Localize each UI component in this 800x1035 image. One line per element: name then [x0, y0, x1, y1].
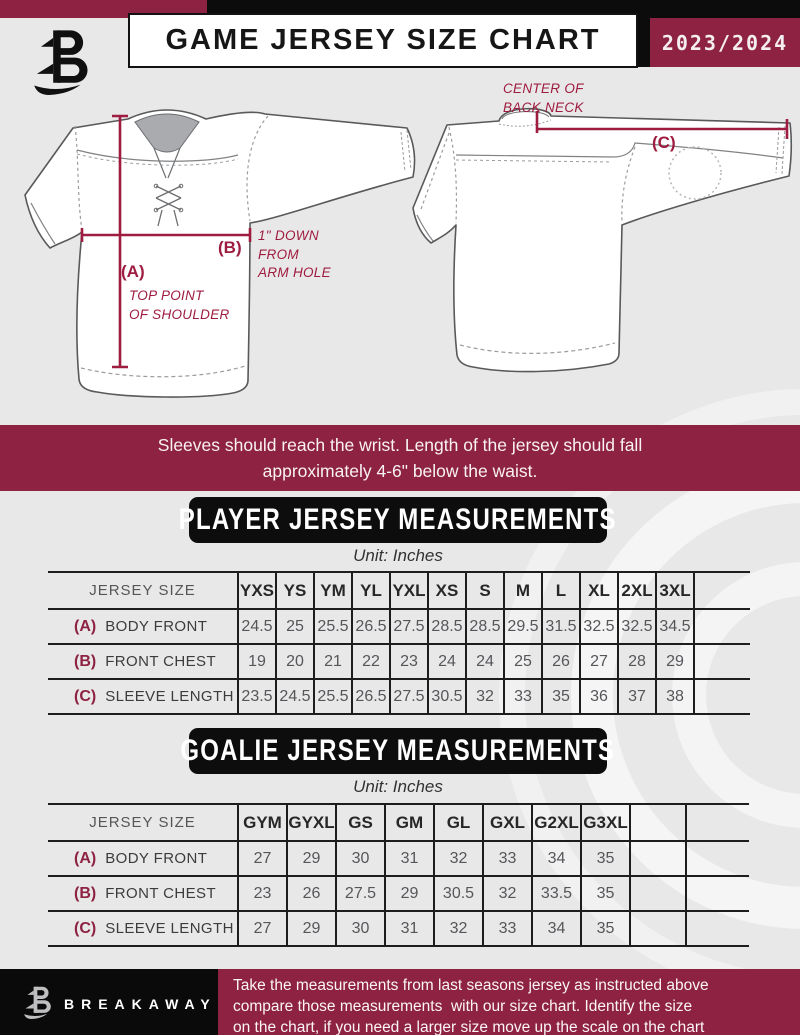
- player-size-col: YL: [360, 580, 382, 600]
- front-collar-inner: [134, 113, 200, 153]
- measure-line-b: [80, 228, 252, 242]
- player-size-col: YXS: [239, 580, 275, 600]
- footer-brand-name: BREAKAWAY: [64, 996, 217, 1012]
- footer-line: Take the measurements from last seasons …: [233, 977, 709, 994]
- goalie-section-title: GOALIE JERSEY MEASUREMENTS: [180, 734, 616, 767]
- goalie-row-sleeve-length: (C) SLEEVE LENGTH 27 29 30 31 32 33 34 35: [48, 910, 749, 947]
- goalie-row-front-chest: (B) FRONT CHEST 23 26 27.5 29 30.5 32 33.…: [48, 875, 749, 912]
- center-back-neck-note: CENTER OF BACK NECK: [503, 81, 584, 115]
- goalie-size-col: GYXL: [288, 812, 335, 832]
- player-size-col: 2XL: [621, 580, 653, 600]
- player-size-col: M: [515, 580, 531, 600]
- player-size-col: XS: [435, 580, 459, 600]
- front-laces: [155, 185, 182, 227]
- footer-line: on the chart, if you need a larger size …: [233, 1019, 705, 1035]
- goalie-section-banner: GOALIE JERSEY MEASUREMENTS: [181, 728, 614, 774]
- goalie-unit-label: Unit: Inches: [353, 777, 443, 796]
- season-badge: 2023/2024: [650, 18, 800, 67]
- elbow-patch-seam: [668, 146, 722, 200]
- player-size-col: YXL: [392, 580, 426, 600]
- fit-note-line2: approximately 4-6" below the waist.: [262, 461, 538, 481]
- breakaway-logo-icon: [34, 30, 88, 95]
- goalie-size-col: G2XL: [534, 812, 579, 832]
- front-jersey-diagram: [24, 109, 416, 398]
- measure-line-a: [112, 114, 128, 369]
- player-size-col: YM: [320, 580, 346, 600]
- page-title: GAME JERSEY SIZE CHART: [165, 24, 601, 56]
- player-row-front-chest: (B) FRONT CHEST 19 20 21 22 23 24 24 25 2…: [48, 643, 750, 680]
- goalie-size-col: GL: [446, 812, 471, 832]
- player-size-col: L: [555, 580, 567, 600]
- measure-label-c: (C): [652, 133, 676, 152]
- season-label: 2023/2024: [661, 30, 789, 55]
- back-jersey-diagram: [412, 107, 793, 373]
- footer-instructions-panel: [218, 969, 800, 1035]
- fit-note-line1: Sleeves should reach the wrist. Length o…: [157, 435, 643, 455]
- measure-line-c: [535, 111, 789, 139]
- back-jersey-outline: [412, 107, 793, 373]
- player-size-col: S: [479, 580, 491, 600]
- goalie-header-row: JERSEY SIZE GYM GYXL GS GM GL GXL G2XL G…: [48, 803, 749, 842]
- player-size-table: JERSEY SIZE YXS YS YM YL YXL XS S M L XL…: [48, 571, 750, 715]
- goalie-size-col: GYM: [243, 812, 282, 832]
- player-size-col: XL: [588, 580, 610, 600]
- goalie-size-table: JERSEY SIZE GYM GYXL GS GM GL GXL G2XL G…: [48, 803, 749, 947]
- player-size-label: JERSEY SIZE: [89, 581, 196, 599]
- goalie-size-label: JERSEY SIZE: [89, 813, 196, 831]
- fit-note-banner: Sleeves should reach the wrist. Length o…: [0, 425, 800, 491]
- player-size-col: 3XL: [659, 580, 691, 600]
- player-size-col: YS: [283, 580, 307, 600]
- page-title-box: GAME JERSEY SIZE CHART: [128, 13, 638, 68]
- player-row-sleeve-length: (C) SLEEVE LENGTH 23.5 24.5 25.5 26.5 27.…: [48, 678, 750, 715]
- footer-line: compare those measurements with our size…: [233, 998, 693, 1015]
- measure-label-b: (B): [218, 238, 242, 257]
- player-row-body-front: (A) BODY FRONT 24.5 25 25.5 26.5 27.5 28.…: [48, 608, 750, 645]
- goalie-size-col: GXL: [490, 812, 525, 832]
- goalie-size-col: GM: [395, 812, 424, 832]
- shoulder-note: TOP POINT OF SHOULDER: [129, 288, 230, 322]
- goalie-size-col: GS: [348, 812, 373, 832]
- goalie-empty-col: [629, 803, 687, 842]
- goalie-size-col: G3XL: [583, 812, 628, 832]
- footer-instructions: Take the measurements from last seasons …: [233, 975, 709, 1035]
- breakaway-footer-logo-icon: [24, 986, 51, 1019]
- arm-hole-note: 1" DOWN FROM ARM HOLE: [258, 228, 331, 280]
- measure-label-a: (A): [121, 262, 145, 281]
- player-section-title: PLAYER JERSEY MEASUREMENTS: [179, 503, 617, 536]
- goalie-row-body-front: (A) BODY FRONT 27 29 30 31 32 33 34 35: [48, 840, 749, 877]
- player-section-banner: PLAYER JERSEY MEASUREMENTS: [179, 497, 616, 543]
- player-header-row: JERSEY SIZE YXS YS YM YL YXL XS S M L XL…: [48, 571, 750, 610]
- player-unit-label: Unit: Inches: [353, 546, 443, 565]
